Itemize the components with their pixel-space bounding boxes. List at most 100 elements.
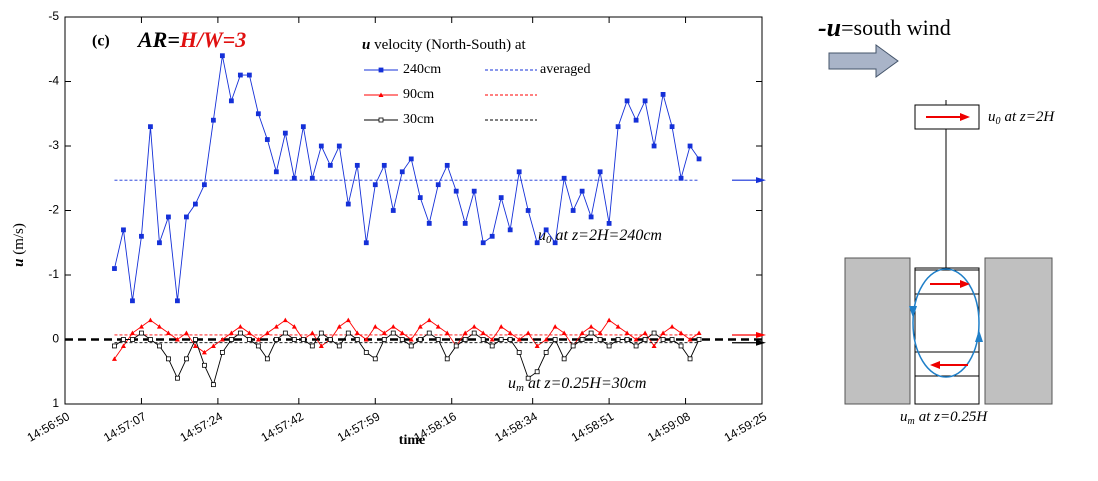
- point: [157, 240, 162, 246]
- point: [462, 337, 468, 342]
- point: [165, 330, 171, 336]
- title: AR=H/W=3: [136, 27, 246, 52]
- point: [300, 124, 306, 130]
- annotation-sub: m: [516, 382, 524, 394]
- point: [471, 188, 477, 194]
- legend-marker: [378, 117, 384, 123]
- point: [309, 175, 315, 181]
- sensor-box: [914, 269, 980, 295]
- point: [399, 330, 405, 336]
- point: [219, 349, 225, 355]
- average-arrow-head: [756, 177, 766, 184]
- point: [327, 162, 333, 168]
- point: [552, 324, 558, 329]
- point: [534, 240, 540, 246]
- point: [300, 337, 306, 342]
- point: [597, 337, 603, 342]
- point: [426, 317, 432, 323]
- point: [498, 195, 504, 201]
- average-arrow-head: [756, 331, 766, 338]
- point: [139, 330, 144, 336]
- point: [417, 195, 423, 201]
- point: [363, 337, 369, 342]
- point: [148, 124, 153, 130]
- point: [597, 330, 603, 336]
- title-ratio: H/W=3: [179, 27, 246, 52]
- x-tick-label: 14:57:07: [101, 409, 149, 445]
- point: [345, 317, 351, 323]
- point: [201, 362, 207, 368]
- point: [489, 233, 495, 239]
- vortex-arrow: [975, 330, 983, 342]
- legend-title-text: velocity (North-South) at: [374, 37, 526, 53]
- point: [336, 143, 342, 149]
- point: [462, 330, 468, 336]
- point: [516, 169, 522, 175]
- y-tick-label: 0: [52, 332, 59, 346]
- legend-average-label: averaged: [540, 62, 591, 77]
- diagram-title-symbol: -u: [818, 13, 841, 42]
- point: [570, 343, 576, 349]
- point: [642, 337, 648, 342]
- legend-marker: [378, 67, 384, 73]
- point: [184, 356, 189, 362]
- point: [552, 240, 558, 246]
- building: [984, 257, 1053, 405]
- point: [157, 343, 162, 349]
- point: [201, 349, 207, 355]
- point: [624, 98, 630, 104]
- label-sub: 0: [996, 116, 1001, 127]
- point: [480, 330, 486, 336]
- y-tick-label: -3: [48, 138, 59, 152]
- point: [111, 356, 117, 361]
- point: [696, 337, 702, 342]
- point: [309, 330, 315, 336]
- point: [660, 330, 666, 336]
- point: [507, 330, 513, 336]
- point: [561, 356, 567, 362]
- point: [435, 182, 441, 188]
- point: [120, 343, 126, 348]
- y-axis-label: u (m/s): [11, 223, 27, 267]
- label-rest: at z=2H: [1005, 109, 1056, 125]
- y-tick-label: -4: [48, 74, 59, 88]
- point: [426, 220, 432, 226]
- point: [687, 143, 693, 149]
- legend-marker: [378, 92, 384, 97]
- point: [669, 324, 675, 329]
- point: [130, 337, 135, 342]
- point: [633, 117, 639, 123]
- diagram-title-text: =south wind: [841, 15, 951, 40]
- x-tick-label: 14:57:24: [178, 409, 226, 445]
- point: [210, 382, 216, 388]
- panel-label: (c): [92, 33, 110, 50]
- point: [237, 324, 243, 329]
- point: [255, 337, 261, 342]
- point: [192, 343, 198, 348]
- point: [696, 330, 702, 336]
- point: [291, 175, 297, 181]
- point: [129, 330, 135, 336]
- point: [372, 324, 378, 329]
- point: [480, 240, 486, 246]
- point: [228, 337, 234, 342]
- point: [480, 337, 486, 342]
- point: [615, 337, 621, 342]
- point: [184, 214, 189, 220]
- point: [381, 330, 387, 336]
- point: [175, 375, 180, 381]
- y-label-symbol: u: [11, 259, 27, 267]
- point: [588, 214, 594, 220]
- point: [552, 337, 558, 342]
- point: [579, 188, 585, 194]
- point: [516, 337, 522, 342]
- point: [660, 337, 666, 342]
- label-sub: m: [908, 416, 915, 427]
- point: [174, 337, 180, 342]
- vortex-arrow: [909, 306, 917, 318]
- point: [390, 208, 396, 213]
- point: [255, 111, 261, 117]
- point: [498, 324, 504, 329]
- point: [390, 324, 396, 329]
- point: [246, 72, 252, 78]
